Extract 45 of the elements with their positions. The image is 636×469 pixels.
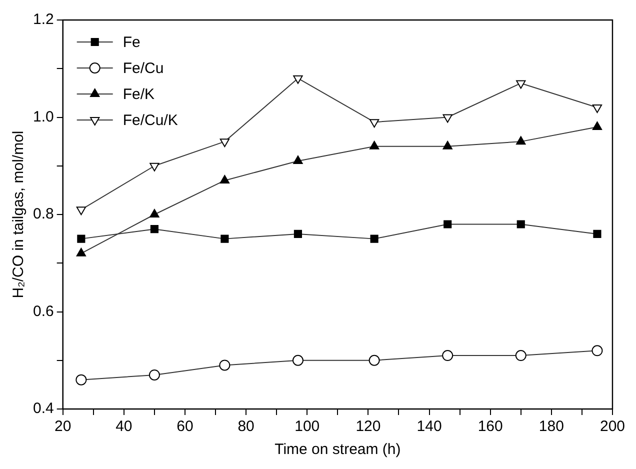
x-tick-label: 80	[238, 418, 254, 436]
point	[368, 354, 380, 366]
point	[593, 230, 602, 238]
y-tick-label: 0.8	[32, 206, 54, 223]
y-tick-label: 1.0	[32, 108, 54, 126]
x-axis-title: Time on stream (h)	[274, 441, 401, 458]
y-tick-label: 1.2	[32, 11, 54, 28]
point	[592, 345, 603, 356]
point	[220, 138, 230, 148]
point	[516, 220, 525, 228]
point	[516, 80, 526, 89]
point	[370, 234, 378, 243]
point	[148, 369, 160, 380]
legend-label: Fe/K	[122, 86, 155, 104]
x-tick-label: 180	[538, 418, 564, 436]
x-tick-label: 100	[294, 418, 320, 436]
x-tick-label: 20	[54, 418, 72, 436]
y-axis-title: H₂/CO in tailgas, mol/mol	[10, 130, 28, 298]
legend-label: Fe	[122, 34, 140, 52]
y-tick-label: 0.6	[32, 302, 54, 320]
x-tick-label: 40	[116, 418, 132, 436]
point	[220, 234, 229, 243]
point	[150, 162, 160, 172]
point	[369, 119, 380, 128]
point	[150, 225, 158, 234]
x-tick-label: 120	[356, 418, 381, 436]
x-tick-label: 60	[176, 418, 194, 436]
point	[76, 374, 87, 386]
legend-label: Fe/Cu	[122, 60, 164, 78]
x-tick-label: 140	[416, 418, 442, 436]
y-tick-label: 0.4	[32, 400, 54, 418]
legend-label: Fe/Cu/K	[122, 112, 178, 130]
point	[442, 350, 454, 362]
point	[293, 75, 303, 84]
point	[592, 104, 602, 114]
x-tick-label: 200	[600, 418, 625, 436]
point	[294, 230, 302, 238]
point	[515, 350, 526, 362]
point	[292, 354, 304, 366]
point	[444, 220, 452, 228]
x-tick-label: 160	[478, 418, 503, 436]
point	[219, 360, 230, 371]
point	[77, 234, 86, 243]
point	[442, 114, 452, 123]
point	[76, 206, 86, 216]
